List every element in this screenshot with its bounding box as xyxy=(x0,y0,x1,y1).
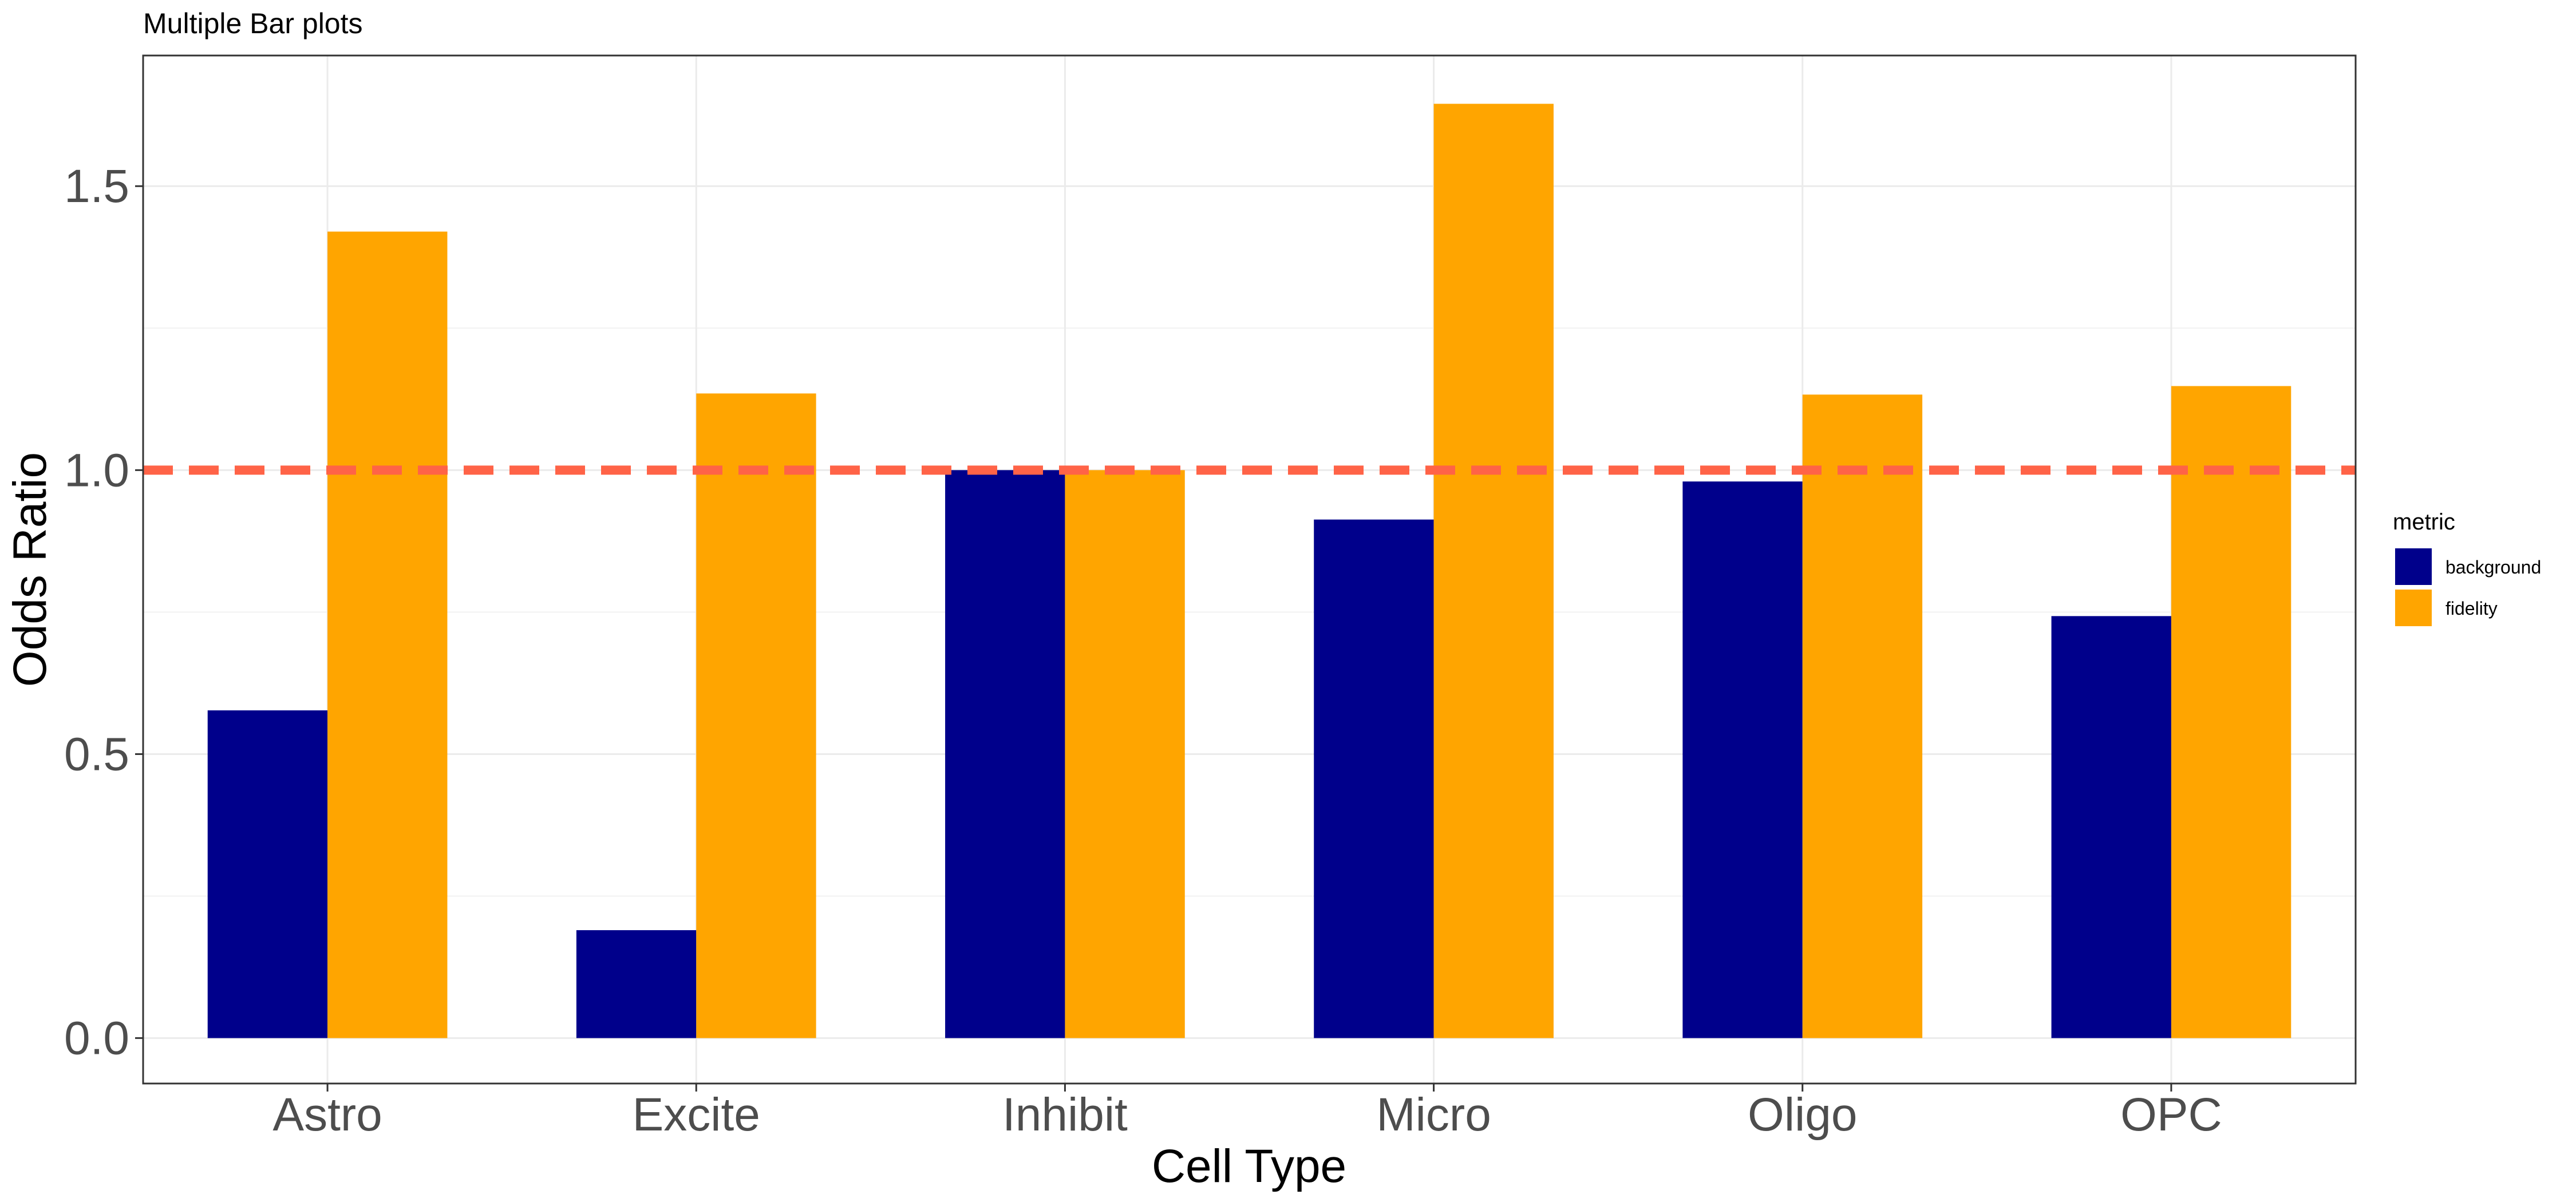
bar-fidelity-astro xyxy=(327,231,448,1038)
x-axis-ticks: Astro Excite Inhibit Micro Oligo OPC xyxy=(272,1084,2222,1141)
bar-fidelity-inhibit xyxy=(1065,470,1185,1038)
legend: metric background fidelity xyxy=(2393,509,2541,626)
bars xyxy=(207,104,2291,1038)
x-tick-label: Inhibit xyxy=(1002,1089,1128,1141)
y-tick-label: 0.0 xyxy=(64,1013,129,1065)
legend-label-fidelity: fidelity xyxy=(2445,598,2498,619)
bar-background-oligo xyxy=(1682,481,1803,1038)
bar-fidelity-excite xyxy=(696,393,816,1038)
bar-background-opc xyxy=(2051,616,2171,1038)
legend-items: background fidelity xyxy=(2395,548,2541,626)
x-axis-title: Cell Type xyxy=(1152,1140,1346,1192)
bar-fidelity-micro xyxy=(1433,104,1554,1038)
bar-fidelity-oligo xyxy=(1802,394,1923,1038)
x-tick-label: OPC xyxy=(2120,1089,2222,1141)
bar-background-micro xyxy=(1314,519,1434,1038)
y-tick-label: 1.5 xyxy=(64,160,129,212)
chart-title: Multiple Bar plots xyxy=(143,7,363,39)
x-tick-label: Micro xyxy=(1376,1089,1491,1141)
legend-key-background xyxy=(2395,548,2432,585)
bar-background-inhibit xyxy=(945,470,1065,1038)
plot-panel-border xyxy=(142,54,2357,1085)
y-tick-label: 1.0 xyxy=(64,444,129,496)
bar-background-excite xyxy=(576,930,697,1038)
legend-label-background: background xyxy=(2445,557,2541,578)
x-tick-label: Oligo xyxy=(1748,1089,1857,1141)
x-tick-label: Excite xyxy=(633,1089,760,1141)
bar-fidelity-opc xyxy=(2171,386,2291,1038)
y-tick-label: 0.5 xyxy=(64,728,129,780)
y-axis-ticks: 0.0 0.5 1.0 1.5 xyxy=(64,160,143,1065)
legend-key-fidelity xyxy=(2395,590,2432,626)
legend-title: metric xyxy=(2393,509,2455,535)
y-axis-title: Odds Ratio xyxy=(4,452,56,687)
bar-background-astro xyxy=(207,710,328,1038)
x-tick-label: Astro xyxy=(272,1089,382,1141)
